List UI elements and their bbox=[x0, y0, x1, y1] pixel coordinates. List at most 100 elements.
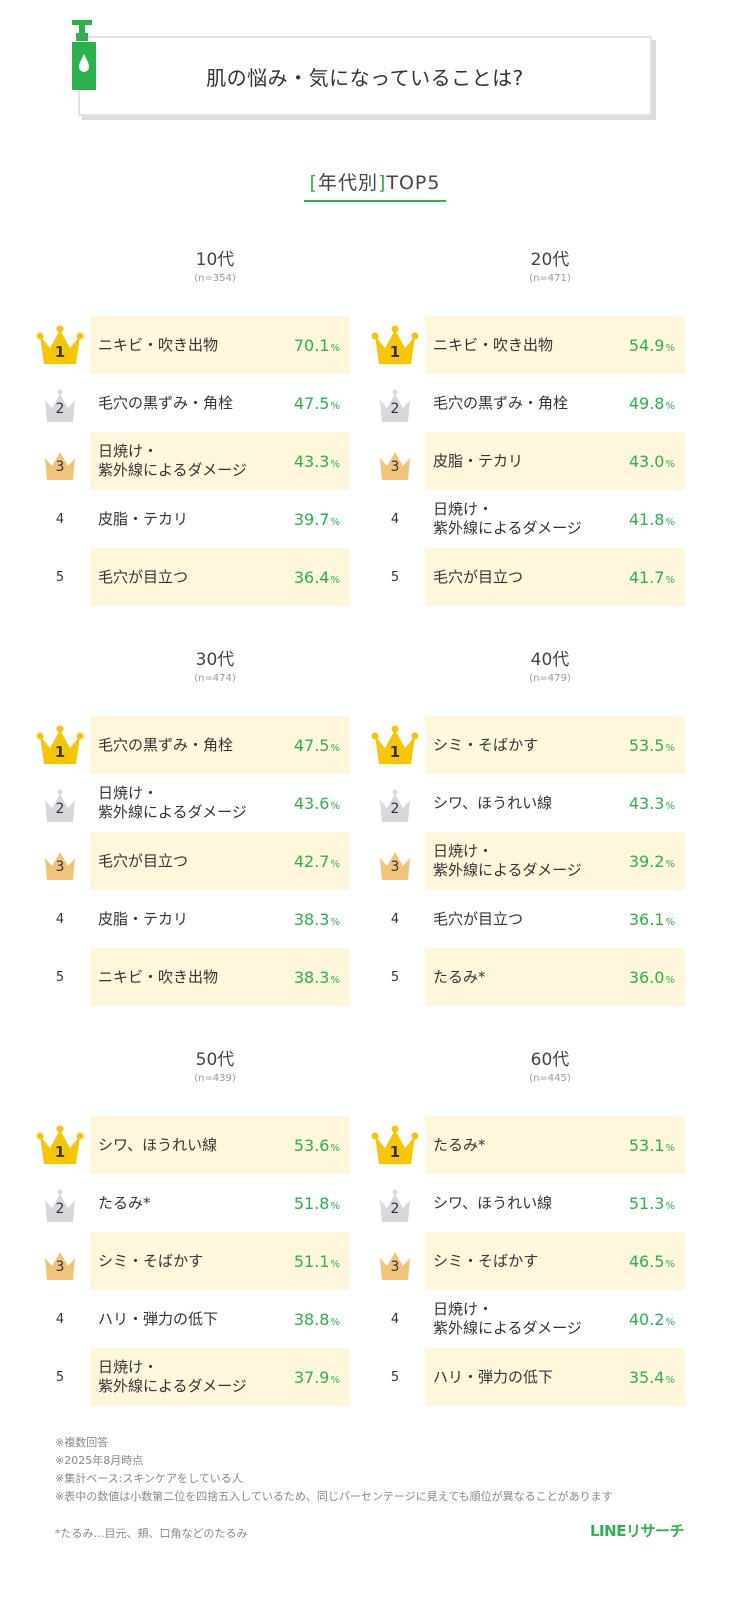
value-unit: % bbox=[665, 800, 675, 812]
item-cell: 毛穴が目立つ 36.1% bbox=[425, 890, 685, 948]
ranking-list: 1 ニキビ・吹き出物 54.9% 2 毛穴の黒ずみ・角栓 49.8% 3 皮脂・テカリ 43.0… bbox=[365, 316, 685, 606]
item-label: たるみ* bbox=[433, 1135, 486, 1154]
item-cell: 日焼け・ 紫外線によるダメージ 37.9% bbox=[90, 1348, 350, 1406]
value-unit: % bbox=[330, 458, 340, 470]
item-value: 46.5% bbox=[629, 1252, 675, 1271]
item-cell: たるみ* 51.8% bbox=[90, 1174, 350, 1232]
value-number: 54.9 bbox=[628, 335, 665, 355]
rank-number: 5 bbox=[390, 969, 400, 985]
crown-icon: 2 bbox=[36, 782, 84, 824]
header: 肌の悩み・気になっていることは? bbox=[70, 20, 660, 120]
value-unit: % bbox=[330, 1200, 340, 1212]
crown-icon: 1 bbox=[371, 1124, 419, 1166]
crown-icon: 2 bbox=[36, 1182, 84, 1224]
value-number: 53.5 bbox=[628, 735, 665, 755]
rank-cell: 1 bbox=[365, 716, 425, 774]
item-label: 日焼け・ 紫外線によるダメージ bbox=[98, 442, 247, 479]
ranking-row: 2 毛穴の黒ずみ・角栓 49.8% bbox=[365, 374, 685, 432]
item-value: 39.7% bbox=[294, 510, 340, 529]
rank-cell: 1 bbox=[365, 316, 425, 374]
item-value: 47.5% bbox=[294, 394, 340, 413]
value-number: 47.5 bbox=[293, 735, 330, 755]
rank-cell: 2 bbox=[365, 374, 425, 432]
rank-cell: 5 bbox=[30, 548, 90, 606]
value-number: 38.3 bbox=[293, 909, 330, 929]
value-number: 43.6 bbox=[293, 793, 330, 813]
value-number: 41.7 bbox=[628, 567, 665, 587]
value-number: 51.8 bbox=[293, 1193, 330, 1213]
ranking-row: 5 ニキビ・吹き出物 38.3% bbox=[30, 948, 350, 1006]
rank-number: 3 bbox=[55, 459, 65, 475]
value-number: 51.3 bbox=[628, 1193, 665, 1213]
value-unit: % bbox=[330, 400, 340, 412]
item-cell: シミ・そばかす 51.1% bbox=[90, 1232, 350, 1290]
item-cell: 皮脂・テカリ 43.0% bbox=[425, 432, 685, 490]
ranking-row: 3 シミ・そばかす 51.1% bbox=[30, 1232, 350, 1290]
panel-head: 40代 (n=479) bbox=[365, 650, 685, 686]
rank-number: 5 bbox=[55, 569, 65, 585]
rank-number: 1 bbox=[54, 343, 66, 361]
value-number: 40.2 bbox=[628, 1309, 665, 1329]
title-box: 肌の悩み・気になっていることは? bbox=[78, 36, 652, 116]
value-unit: % bbox=[665, 400, 675, 412]
item-label: シミ・そばかす bbox=[98, 1251, 204, 1270]
item-label: ハリ・弾力の低下 bbox=[98, 1309, 219, 1328]
item-label: 日焼け・ 紫外線によるダメージ bbox=[98, 1358, 247, 1395]
value-number: 49.8 bbox=[628, 393, 665, 413]
panel-head: 20代 (n=471) bbox=[365, 250, 685, 286]
value-unit: % bbox=[330, 516, 340, 528]
ranking-row: 2 シワ、ほうれい線 43.3% bbox=[365, 774, 685, 832]
item-label: 毛穴の黒ずみ・角栓 bbox=[433, 393, 569, 412]
value-unit: % bbox=[665, 1200, 675, 1212]
rank-cell: 2 bbox=[365, 1174, 425, 1232]
value-unit: % bbox=[665, 342, 675, 354]
ranking-row: 4 ハリ・弾力の低下 38.8% bbox=[30, 1290, 350, 1348]
rank-number: 4 bbox=[390, 511, 400, 527]
value-number: 37.9 bbox=[293, 1367, 330, 1387]
item-cell: ニキビ・吹き出物 54.9% bbox=[425, 316, 685, 374]
rank-number: 2 bbox=[55, 1201, 65, 1217]
line-research-logo: LINEリサーチ bbox=[590, 1522, 684, 1540]
sample-size: (n=479) bbox=[529, 673, 571, 684]
item-value: 40.2% bbox=[629, 1310, 675, 1329]
rank-number: 1 bbox=[54, 743, 66, 761]
item-label: シワ、ほうれい線 bbox=[98, 1135, 218, 1154]
age-panel: 10代 (n=354) 1 ニキビ・吹き出物 70.1% 2 毛穴の黒ずみ・角栓 47.5% 3… bbox=[30, 250, 350, 606]
item-label: たるみ* bbox=[433, 967, 486, 986]
value-unit: % bbox=[665, 742, 675, 754]
age-label: 20代 bbox=[530, 250, 570, 270]
rank-cell: 3 bbox=[30, 832, 90, 890]
rank-number: 3 bbox=[390, 459, 400, 475]
rank-cell: 1 bbox=[365, 1116, 425, 1174]
pump-bottle-icon bbox=[72, 20, 96, 90]
rank-cell: 3 bbox=[30, 1232, 90, 1290]
ranking-row: 5 たるみ* 36.0% bbox=[365, 948, 685, 1006]
value-unit: % bbox=[330, 1142, 340, 1154]
rank-cell: 1 bbox=[30, 716, 90, 774]
item-cell: ハリ・弾力の低下 38.8% bbox=[90, 1290, 350, 1348]
item-cell: シワ、ほうれい線 51.3% bbox=[425, 1174, 685, 1232]
item-value: 43.0% bbox=[629, 452, 675, 471]
value-number: 47.5 bbox=[293, 393, 330, 413]
ranking-row: 1 ニキビ・吹き出物 54.9% bbox=[365, 316, 685, 374]
item-label: 日焼け・ 紫外線によるダメージ bbox=[433, 1300, 582, 1337]
value-number: 39.2 bbox=[628, 851, 665, 871]
rank-number: 5 bbox=[390, 569, 400, 585]
value-unit: % bbox=[665, 1258, 675, 1270]
value-number: 70.1 bbox=[293, 335, 330, 355]
panel-head: 60代 (n=445) bbox=[365, 1050, 685, 1086]
panel-head: 30代 (n=474) bbox=[30, 650, 350, 686]
note: ※複数回答 bbox=[55, 1436, 109, 1449]
rank-number: 1 bbox=[389, 743, 401, 761]
item-cell: 毛穴が目立つ 36.4% bbox=[90, 548, 350, 606]
crown-icon: 1 bbox=[36, 1124, 84, 1166]
item-cell: 皮脂・テカリ 38.3% bbox=[90, 890, 350, 948]
item-label: 毛穴の黒ずみ・角栓 bbox=[98, 393, 234, 412]
value-number: 43.3 bbox=[628, 793, 665, 813]
rank-number: 3 bbox=[55, 859, 65, 875]
crown-icon: 3 bbox=[36, 440, 84, 482]
item-cell: シワ、ほうれい線 53.6% bbox=[90, 1116, 350, 1174]
subtitle-text: 年代別 bbox=[317, 172, 378, 194]
item-cell: 日焼け・ 紫外線によるダメージ 39.2% bbox=[425, 832, 685, 890]
item-label: たるみ* bbox=[98, 1193, 151, 1212]
